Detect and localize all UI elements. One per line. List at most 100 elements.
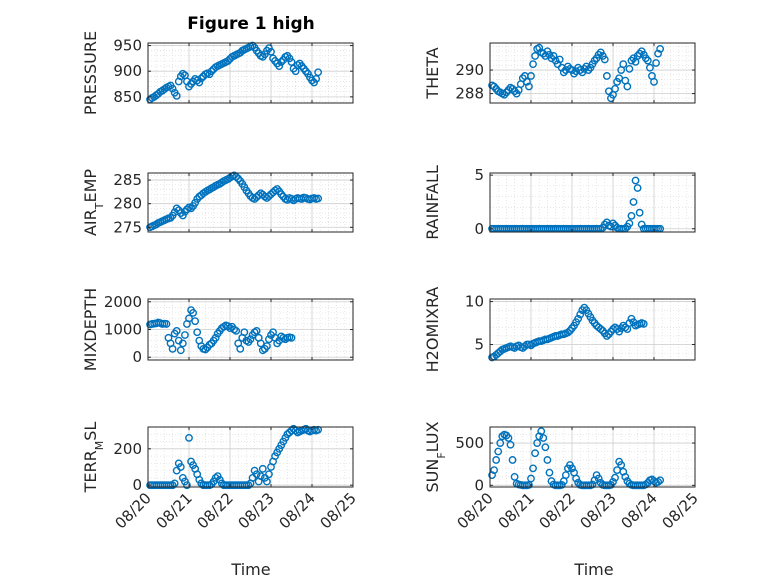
data-point: [602, 332, 611, 340]
x-tick-label: 08/25: [317, 489, 360, 532]
data-point: [287, 58, 296, 66]
data-point: [193, 76, 202, 85]
data-point: [236, 345, 245, 353]
data-point: [496, 439, 505, 447]
data-point: [529, 60, 537, 69]
data-point: [314, 68, 323, 77]
data-point: [308, 76, 316, 85]
data-point: [312, 74, 320, 83]
data-point: [637, 220, 646, 229]
data-point: [211, 474, 220, 482]
data-point: [527, 474, 535, 483]
x-tick-label: 08/22: [194, 489, 237, 532]
y-axis-label: TERRMSL: [81, 422, 106, 494]
y-tick-label: 285: [113, 171, 142, 189]
y-axis-label: AIRTEMP: [81, 169, 106, 236]
x-tick-label: 08/23: [577, 489, 620, 532]
data-point: [211, 333, 220, 342]
data-point: [549, 52, 558, 60]
data-point: [594, 474, 603, 483]
data-point: [180, 331, 189, 339]
data-point: [256, 472, 265, 480]
data-point: [262, 342, 271, 351]
data-point: [172, 204, 181, 213]
y-axis-label: PRESSURE: [81, 31, 100, 115]
data-point: [633, 184, 642, 192]
subplot-grid: 850 900 950 PRESSURE 288 290 THETA 275 280 285 AIR…: [81, 31, 702, 532]
axes-box: [489, 42, 696, 104]
y-tick-label: 900: [113, 62, 142, 80]
data-point: [654, 478, 662, 486]
data-point: [609, 219, 617, 228]
data-point: [656, 476, 665, 485]
data-point: [178, 69, 187, 78]
y-tick-label: 1000: [104, 321, 142, 339]
data-point: [576, 310, 585, 319]
data-point: [643, 56, 652, 65]
data-point: [172, 326, 181, 335]
data-point: [611, 473, 619, 482]
x-tick-label: 08/23: [235, 489, 278, 532]
data-point: [246, 335, 255, 344]
data-point: [529, 464, 537, 473]
data-point: [625, 219, 634, 228]
data-point: [267, 47, 275, 56]
data-point: [527, 72, 535, 80]
data-point: [652, 59, 660, 67]
data-point: [162, 320, 171, 328]
data-point: [252, 326, 261, 335]
x-axis-label-right: Time: [573, 560, 613, 579]
data-point: [537, 427, 546, 436]
subplot-h2omixra: 5 10 H2OMIXRA: [423, 287, 696, 373]
data-point: [619, 60, 628, 69]
data-point: [172, 91, 181, 100]
data-point: [232, 172, 241, 181]
y-tick-label: 500: [455, 434, 484, 452]
data-point: [625, 319, 634, 327]
data-point: [224, 322, 232, 331]
y-tick-label: 290: [455, 61, 484, 79]
data-point: [176, 463, 185, 471]
data-point: [561, 471, 570, 480]
y-tick-label: 0: [132, 348, 142, 366]
x-tick-label: 08/24: [618, 489, 661, 532]
data-point: [574, 314, 583, 323]
data-point: [596, 325, 605, 333]
data-point: [256, 339, 265, 348]
data-point: [504, 434, 513, 442]
data-point: [621, 323, 630, 332]
data-point: [600, 55, 609, 64]
subplot-air_temp: 275 280 285 AIRTEMP: [81, 169, 354, 236]
y-tick-label: 0: [474, 476, 484, 494]
y-tick-label: 0: [132, 476, 142, 494]
axes-box: [147, 426, 354, 488]
data-point: [277, 58, 286, 66]
data-point: [506, 440, 515, 449]
data-point: [531, 52, 539, 60]
data-point: [523, 77, 531, 86]
data-point: [588, 480, 597, 489]
y-tick-label: 850: [113, 88, 142, 106]
data-point: [191, 317, 200, 326]
data-point: [207, 67, 216, 76]
data-point: [508, 456, 517, 464]
data-point: [539, 434, 548, 442]
data-point: [627, 212, 636, 220]
y-tick-label: 0: [474, 220, 484, 238]
data-point: [555, 55, 564, 64]
data-point: [240, 328, 249, 337]
y-tick-label: 950: [113, 37, 142, 55]
data-point: [168, 345, 177, 353]
y-axis-label: SUNFLUX: [423, 421, 448, 492]
data-point: [572, 474, 580, 483]
data-point: [541, 443, 550, 452]
y-tick-label: 5: [474, 166, 484, 184]
data-point: [568, 464, 576, 473]
data-point: [183, 205, 191, 214]
data-point: [611, 84, 619, 93]
axes-box: [147, 172, 354, 233]
y-axis-label: H2OMIXRA: [423, 287, 442, 373]
x-tick-label: 08/25: [659, 489, 702, 532]
